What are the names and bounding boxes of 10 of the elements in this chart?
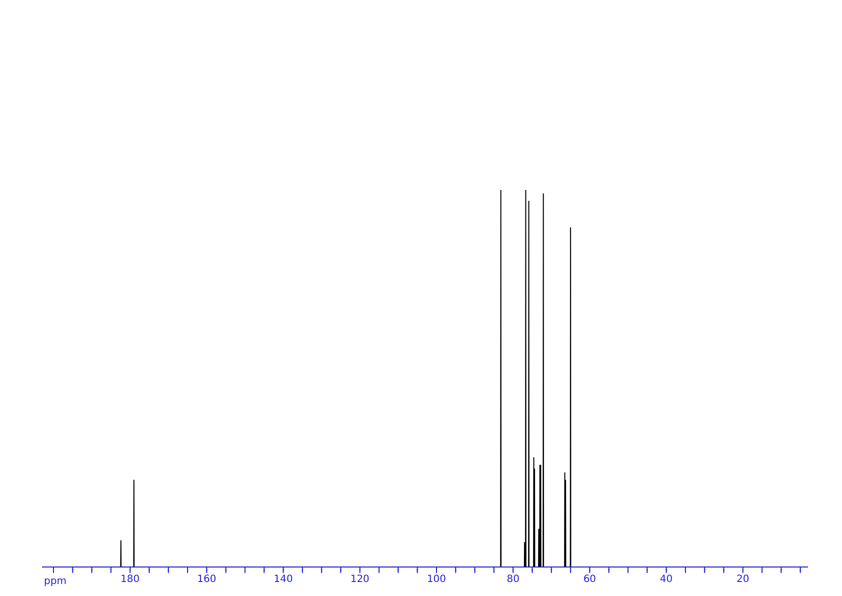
x-tick-label: 20 bbox=[736, 574, 750, 585]
x-tick-label: 40 bbox=[660, 574, 673, 585]
x-tick-label: 100 bbox=[426, 574, 446, 585]
x-tick-label: 160 bbox=[197, 574, 216, 585]
x-tick-label: 80 bbox=[506, 574, 520, 585]
x-tick-label: 60 bbox=[583, 574, 596, 585]
x-tick-label: 180 bbox=[120, 574, 140, 585]
x-axis-title: ppm bbox=[44, 576, 66, 587]
x-tick-label: 140 bbox=[274, 574, 293, 585]
x-tick-label: 120 bbox=[350, 574, 370, 585]
